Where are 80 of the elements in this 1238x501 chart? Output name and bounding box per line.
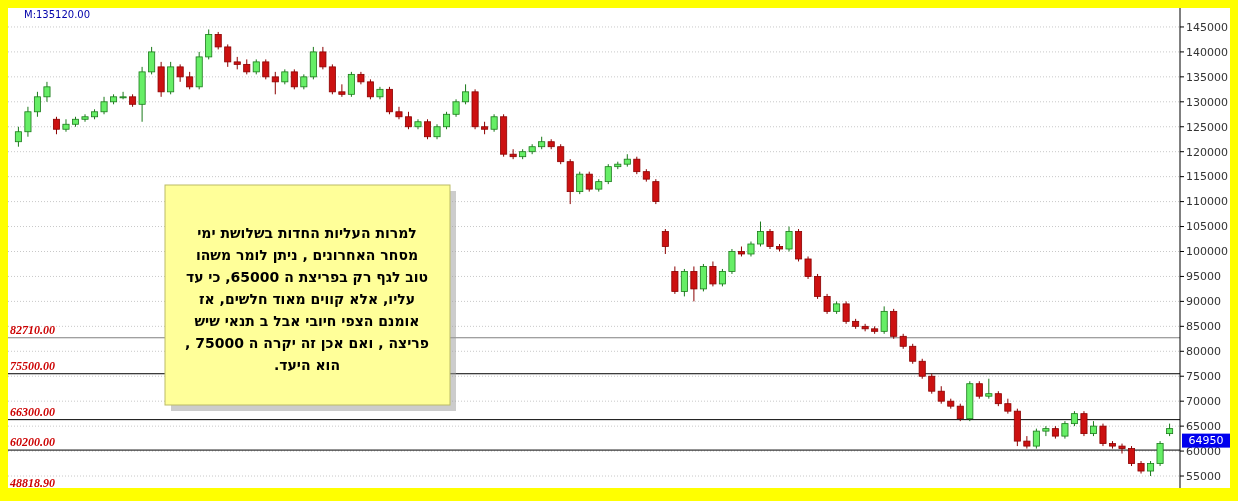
candlestick	[861, 323, 869, 332]
y-tick-label: 115000	[1186, 170, 1228, 184]
candlestick	[880, 305, 888, 335]
candlestick	[385, 86, 393, 115]
candlestick	[224, 43, 232, 68]
candlestick	[680, 268, 688, 297]
y-tick-label: 120000	[1186, 145, 1228, 159]
y-tick-label: 70000	[1186, 395, 1221, 409]
candlestick	[462, 83, 470, 105]
y-tick-label: 130000	[1186, 95, 1228, 109]
annotation: למרות העליות החדות בשלושת ימי מסחר האחרונים , ניתן לומר משהו טוב לגף רק בפריצת ה 65000, כי עד עליו, אלא קווים מאוד חלשים, אז אומנם הצפי חיובי אבל ב תנאי שיש פריצה , ואם אכן זה יקרה ה 75000 , הוא היעד.	[185, 225, 429, 373]
candlestick	[804, 255, 812, 280]
candlestick	[557, 143, 565, 165]
ref-line-label: 60200.00	[10, 435, 55, 450]
y-tick-label: 135000	[1186, 70, 1228, 84]
candlestick	[62, 118, 70, 133]
candlestick	[1156, 440, 1164, 467]
y-tick-label: 100000	[1186, 245, 1228, 259]
candlestick	[785, 226, 793, 252]
candlestick	[709, 260, 717, 287]
candlestick	[1099, 423, 1107, 447]
y-tick-label: 95000	[1186, 270, 1221, 284]
y-tick-label: 85000	[1186, 320, 1221, 334]
candlestick	[699, 263, 707, 292]
candlestick	[1080, 410, 1088, 437]
candlestick	[262, 58, 270, 80]
candlestick	[842, 300, 850, 325]
ref-line-label: 82710.00	[10, 322, 55, 337]
y-tick-label: 105000	[1186, 220, 1228, 234]
y-tick-label: 145000	[1186, 20, 1228, 34]
candlestick	[290, 68, 298, 90]
candlestick	[690, 265, 698, 302]
candlestick	[652, 178, 660, 205]
candlestick	[757, 221, 764, 247]
candlestick	[1042, 425, 1050, 437]
candlestick	[395, 106, 403, 120]
candlestick	[766, 228, 774, 250]
annotation: 48818.90	[9, 476, 55, 490]
candlestick	[728, 248, 736, 275]
candlestick	[205, 28, 213, 60]
candlestick	[604, 163, 612, 185]
candlestick	[148, 46, 156, 75]
ref-line-label: 66300.00	[10, 404, 55, 419]
candlestick	[33, 91, 41, 118]
candlestick	[918, 358, 926, 380]
candlestick	[671, 265, 679, 295]
candlestick	[909, 343, 917, 365]
candlestick	[1023, 435, 1031, 450]
ref-line-label: 75500.00	[10, 358, 55, 373]
candlestick	[14, 126, 22, 148]
y-tick-label: 65000	[1186, 419, 1221, 433]
candlestick	[661, 228, 669, 255]
candlestick	[928, 373, 936, 395]
y-tick-label: 140000	[1186, 45, 1228, 59]
y-tick-label: 125000	[1186, 120, 1228, 134]
y-tick-label: 55000	[1186, 469, 1221, 483]
candlestick	[424, 118, 431, 140]
candlestick	[338, 83, 346, 98]
annotation: M:135120.00	[24, 9, 91, 20]
candlestick	[271, 71, 279, 95]
candlestick	[585, 171, 593, 193]
y-tick-label: 80000	[1186, 345, 1221, 359]
y-tick-label: 110000	[1186, 195, 1228, 209]
candlestick	[43, 81, 51, 103]
y-tick-label: 75000	[1186, 370, 1221, 384]
candlestick	[366, 78, 374, 100]
candlestick	[576, 171, 584, 195]
candlestick	[24, 106, 32, 138]
candlestick	[823, 293, 831, 315]
candlestick	[319, 46, 327, 70]
candlestick	[1118, 443, 1126, 455]
y-tick-label: 90000	[1186, 295, 1221, 309]
candlestick	[509, 148, 517, 160]
candlestick	[347, 71, 355, 98]
candlestick	[1128, 445, 1136, 467]
candlestick	[985, 378, 993, 400]
candlestick	[119, 91, 127, 100]
candlestick	[81, 113, 89, 123]
candlestick	[814, 273, 822, 300]
candlestick	[1032, 428, 1040, 450]
